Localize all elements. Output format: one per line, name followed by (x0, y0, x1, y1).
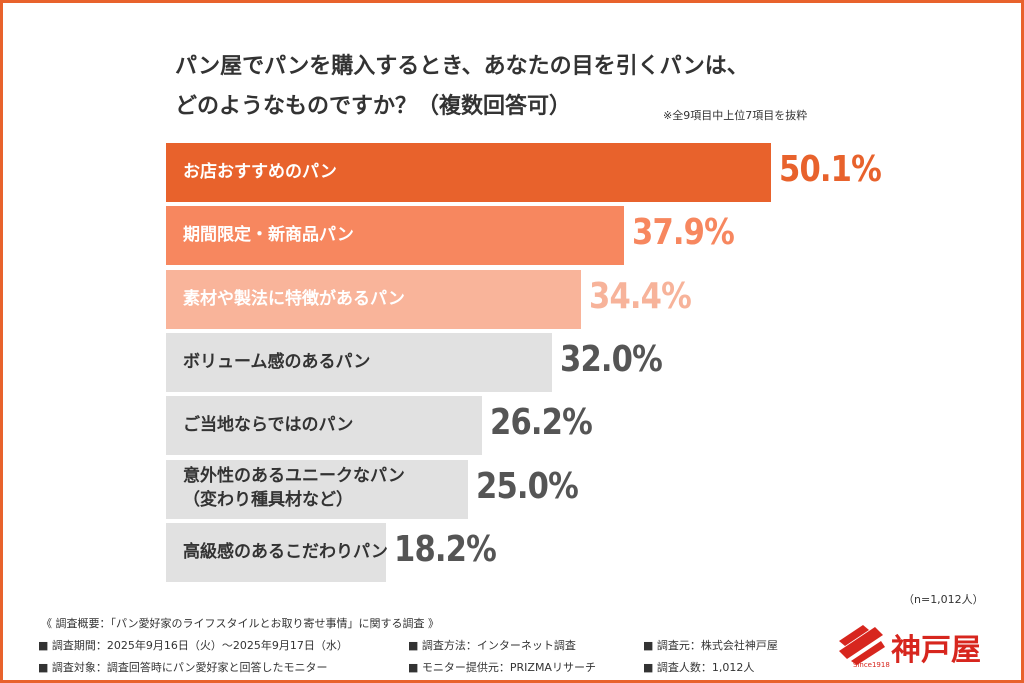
bar (166, 396, 483, 456)
footer-item: ■ 調査元：株式会社神戸屋 (643, 639, 778, 652)
bar (166, 459, 468, 519)
footer-item: ■ 調査人数：1,012人 (643, 661, 755, 674)
category-label: ご当地ならではのパン (183, 415, 354, 436)
bar (166, 269, 582, 329)
bar (166, 522, 386, 582)
category-label: 素材や製法に特徴があるパン (183, 288, 405, 309)
category-label: 意外性のあるユニークなパン （変わり種具材など） (183, 465, 405, 510)
logo-since: Since1918 (853, 661, 890, 669)
value-label: 34.4% (589, 275, 692, 317)
bar (166, 206, 624, 266)
category-label: ボリューム感のあるパン (183, 351, 371, 372)
footer-item: ■ 調査期間：2025年9月16日（火）～2025年9月17日（水） (38, 639, 348, 652)
category-label: 期間限定・新商品パン (183, 225, 354, 246)
bar (166, 143, 771, 202)
chart-subtitle: ※全9項目中上位7項目を抜粋 (663, 109, 808, 122)
value-label: 37.9% (631, 212, 735, 254)
footer-item: ■ 調査対象：調査回答時にパン愛好家と回答したモニター (38, 661, 328, 674)
bar (166, 332, 553, 392)
footer-heading: 《 調査概要：「パン愛好家のライフスタイルとお取り寄せ事情」に関する調査 》 (41, 617, 440, 630)
logo-emblem (839, 625, 885, 665)
sample-note: （n=1,012人） (903, 593, 984, 606)
value-label: 18.2% (393, 528, 497, 570)
footer-item: ■ モニター提供元：PRIZMAリサーチ (408, 661, 596, 674)
chart-title: パン屋でパンを購入するとき、あなたの目を引くパンは、 どのようなものですか？（複… (175, 54, 749, 119)
value-label: 25.0% (475, 465, 579, 507)
logo-name: 神戸屋 (891, 633, 981, 668)
category-label: お店おすすめのパン (183, 162, 337, 182)
value-label: 26.2% (490, 402, 593, 444)
value-label: 32.0% (560, 338, 663, 380)
value-label: 50.1% (779, 149, 882, 190)
category-label: 高級感のあるこだわりパン (183, 541, 388, 562)
footer-item: ■ 調査方法：インターネット調査 (408, 639, 576, 652)
